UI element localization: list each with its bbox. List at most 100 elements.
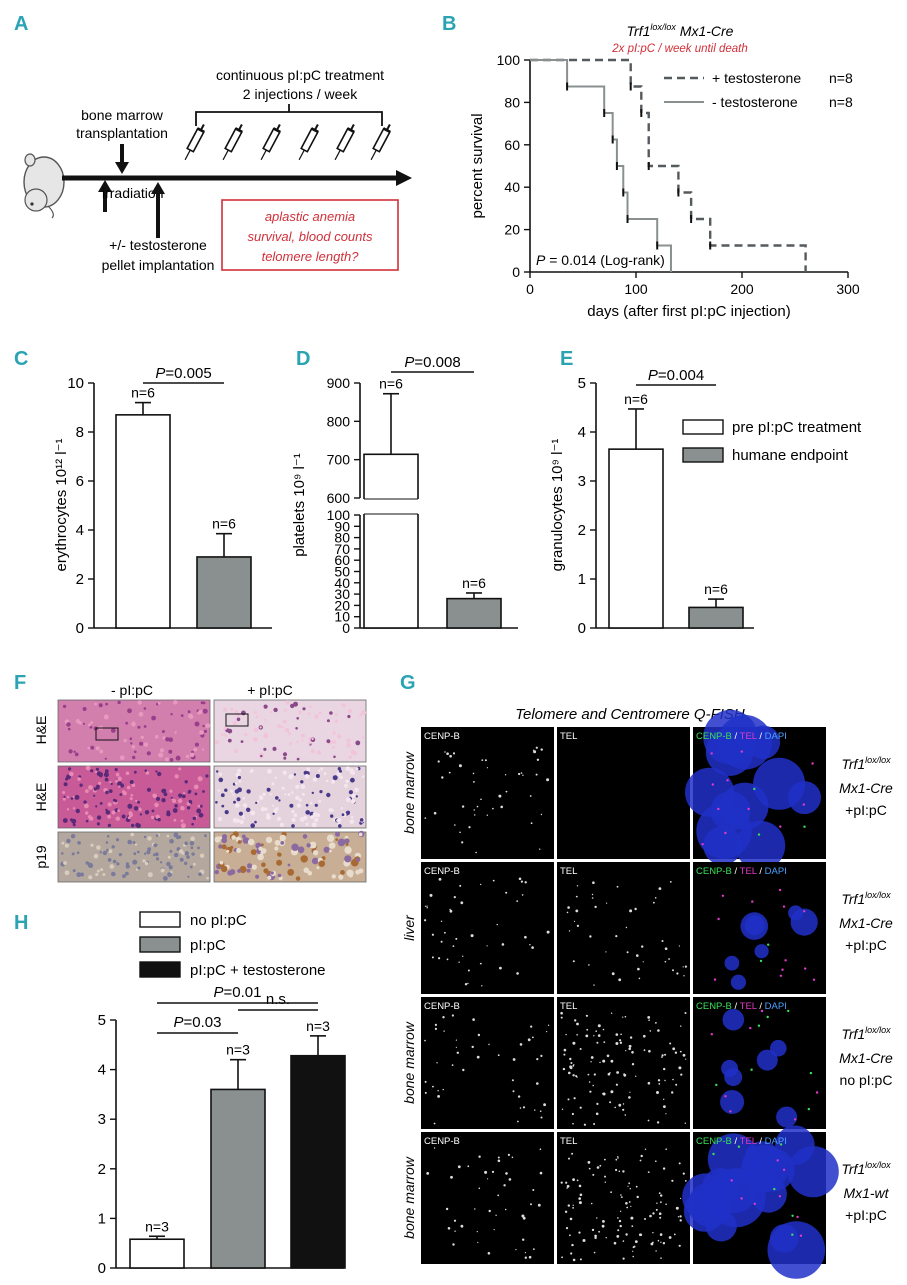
fish-spot xyxy=(564,1210,568,1214)
fish-spot xyxy=(575,1075,578,1077)
histology-cell xyxy=(274,846,279,851)
fish-image: CENP-B / TEL / DAPI xyxy=(693,862,826,994)
syringe-plunger xyxy=(314,123,319,131)
fish-spot xyxy=(565,1227,569,1230)
histology-cell xyxy=(348,790,353,795)
syringe-needle xyxy=(184,149,191,161)
mouse-icon xyxy=(23,153,65,219)
histology-cell xyxy=(180,805,185,811)
fish-spot xyxy=(615,1158,618,1161)
b-subtitle: 2x pI:pC / week until death xyxy=(611,43,748,55)
fish-spot xyxy=(594,1234,597,1238)
dapi-label: DAPI xyxy=(765,1136,787,1147)
n-label: n=6 xyxy=(212,516,236,532)
syringe-flange xyxy=(197,127,205,133)
comparison-text: n.s. xyxy=(266,991,290,1008)
bar xyxy=(363,453,419,629)
fish-spot xyxy=(747,807,750,811)
fish-spot xyxy=(561,1256,563,1259)
fish-spot xyxy=(433,1147,436,1149)
histology-cell xyxy=(77,721,81,725)
comparison-label: n.s. xyxy=(266,991,290,1008)
histology-cell xyxy=(96,845,101,850)
histology-cell xyxy=(282,770,287,775)
histology-cell xyxy=(259,795,264,801)
fish-spot xyxy=(539,1110,542,1112)
treatment-bracket xyxy=(195,111,383,126)
histology-cell xyxy=(227,728,233,734)
fish-background xyxy=(557,1132,690,1264)
histology-cell xyxy=(276,859,283,866)
histology-cell xyxy=(326,834,335,842)
fish-spot xyxy=(740,1197,743,1200)
fish-spot xyxy=(662,1167,666,1170)
y-tick-label: 6 xyxy=(76,473,84,490)
fish-spot xyxy=(568,930,571,932)
histology-cell xyxy=(200,701,204,705)
fish-image: CENP-B xyxy=(421,997,554,1129)
fish-spot xyxy=(799,1234,803,1237)
fish-spot xyxy=(659,1233,663,1236)
histology-cell xyxy=(289,742,292,746)
fish-spot xyxy=(576,885,579,887)
fish-spot xyxy=(634,1240,638,1243)
fish-spot xyxy=(671,1091,674,1094)
histology-cell xyxy=(69,771,74,777)
fish-spot xyxy=(782,905,786,908)
fish-spot xyxy=(759,959,763,963)
fish-spot xyxy=(596,1166,600,1169)
histology-cell xyxy=(344,855,352,863)
fish-spot xyxy=(648,1049,651,1053)
fish-spot xyxy=(452,1243,455,1246)
histology-cell xyxy=(253,737,258,742)
fish-spot xyxy=(672,969,674,972)
histology-cell xyxy=(219,836,223,840)
fish-spot xyxy=(480,883,482,886)
fish-spot xyxy=(530,1203,532,1206)
fish-spot xyxy=(680,1025,682,1027)
histology-cell xyxy=(129,737,133,740)
comparison-label: P=0.03 xyxy=(174,1014,222,1031)
syringe-barrel xyxy=(262,127,281,153)
histology-cell xyxy=(143,707,147,710)
syringe-flange xyxy=(383,127,391,133)
histology-cell xyxy=(188,789,192,793)
histology-cell xyxy=(82,707,87,711)
fish-spot xyxy=(524,1252,527,1254)
histology-cell xyxy=(107,814,111,819)
fish-spot xyxy=(636,954,639,957)
histology-cell xyxy=(346,742,351,748)
histology-cell xyxy=(117,700,121,705)
fish-spot xyxy=(766,1015,769,1019)
arrow-icon xyxy=(151,182,165,194)
histology-cell xyxy=(193,747,198,752)
gene-sup: lox/lox xyxy=(865,1025,891,1035)
histology-cell xyxy=(247,838,255,846)
histology-cell xyxy=(274,776,277,780)
legend-swatch xyxy=(682,447,724,463)
y-tick-label: 3 xyxy=(98,1111,106,1128)
histology-cell xyxy=(148,836,152,840)
fish-spot xyxy=(522,774,524,776)
histology-cell xyxy=(280,841,285,845)
histology-cell xyxy=(269,793,272,796)
syringe-barrel xyxy=(372,127,391,153)
fish-spot xyxy=(519,1107,522,1109)
sep-label: / xyxy=(757,866,765,877)
y-tick-label: 3 xyxy=(578,473,586,490)
fish-spot xyxy=(606,902,608,904)
panel-letter-e: E xyxy=(560,348,573,370)
fish-spot xyxy=(662,1242,666,1245)
histology-cell xyxy=(165,737,170,742)
histology-cell xyxy=(180,823,186,829)
fish-spot xyxy=(628,1182,631,1185)
y-tick-label: 4 xyxy=(98,1062,106,1079)
fish-spot xyxy=(619,1041,623,1045)
fish-spot xyxy=(638,977,641,980)
histology-cell xyxy=(106,848,109,852)
fish-spot xyxy=(591,1228,595,1232)
axis-break-gap xyxy=(361,499,421,514)
histology-cell xyxy=(260,754,263,758)
fish-spot xyxy=(713,978,717,981)
syringe-icon xyxy=(222,123,243,161)
